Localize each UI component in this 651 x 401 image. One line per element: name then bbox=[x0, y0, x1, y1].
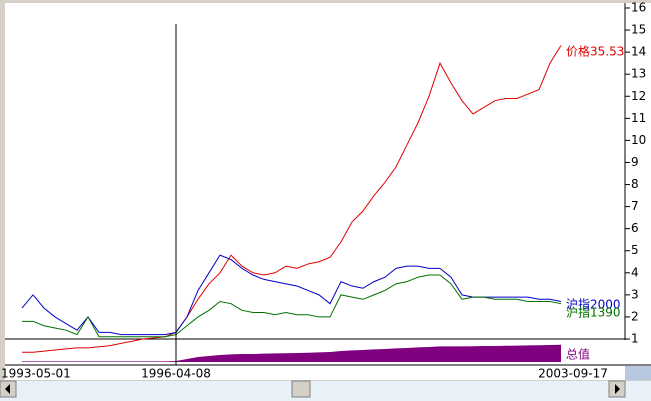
series-label: 价格35.53 bbox=[566, 44, 624, 59]
y-tick-label: 2 bbox=[631, 309, 639, 323]
y-tick-label: 13 bbox=[631, 67, 646, 81]
y-tick-label: 6 bbox=[631, 221, 639, 235]
plot-panel bbox=[5, 3, 625, 380]
y-tick-label: 16 bbox=[631, 1, 646, 15]
volume-area bbox=[22, 344, 561, 362]
y-tick-label: 3 bbox=[631, 287, 639, 301]
y-tick-label: 14 bbox=[631, 45, 646, 59]
x-tick-label: 1993-05-01 bbox=[1, 367, 71, 381]
y-tick-label: 10 bbox=[631, 133, 646, 147]
x-tick-label: 1996-04-08 bbox=[141, 367, 211, 381]
arrow-left bbox=[5, 384, 10, 394]
y-tick-label: 9 bbox=[631, 155, 639, 169]
series-label: 总值 bbox=[566, 347, 590, 362]
y-tick-label: 1 bbox=[631, 332, 639, 346]
y-tick-label: 11 bbox=[631, 111, 646, 125]
series-label: 沪指1390 bbox=[566, 305, 621, 320]
scroll-thumb[interactable] bbox=[291, 380, 311, 398]
series-line bbox=[21, 254, 562, 336]
series-label: 沪指2000 bbox=[566, 297, 621, 312]
y-tick-label: 4 bbox=[631, 265, 639, 279]
y-tick-label: 5 bbox=[631, 243, 639, 257]
arrow-right bbox=[615, 384, 620, 394]
axis-panel bbox=[625, 3, 651, 380]
y-tick-label: 15 bbox=[631, 23, 646, 37]
x-tick-label: 2003-09-17 bbox=[538, 367, 608, 381]
y-tick-label: 12 bbox=[631, 89, 646, 103]
series-line bbox=[22, 45, 562, 353]
y-tick-label: 8 bbox=[631, 177, 639, 191]
y-tick-label: 7 bbox=[631, 199, 639, 213]
series-line bbox=[22, 274, 562, 338]
scrollbar[interactable] bbox=[0, 381, 651, 401]
corner bbox=[625, 366, 651, 380]
